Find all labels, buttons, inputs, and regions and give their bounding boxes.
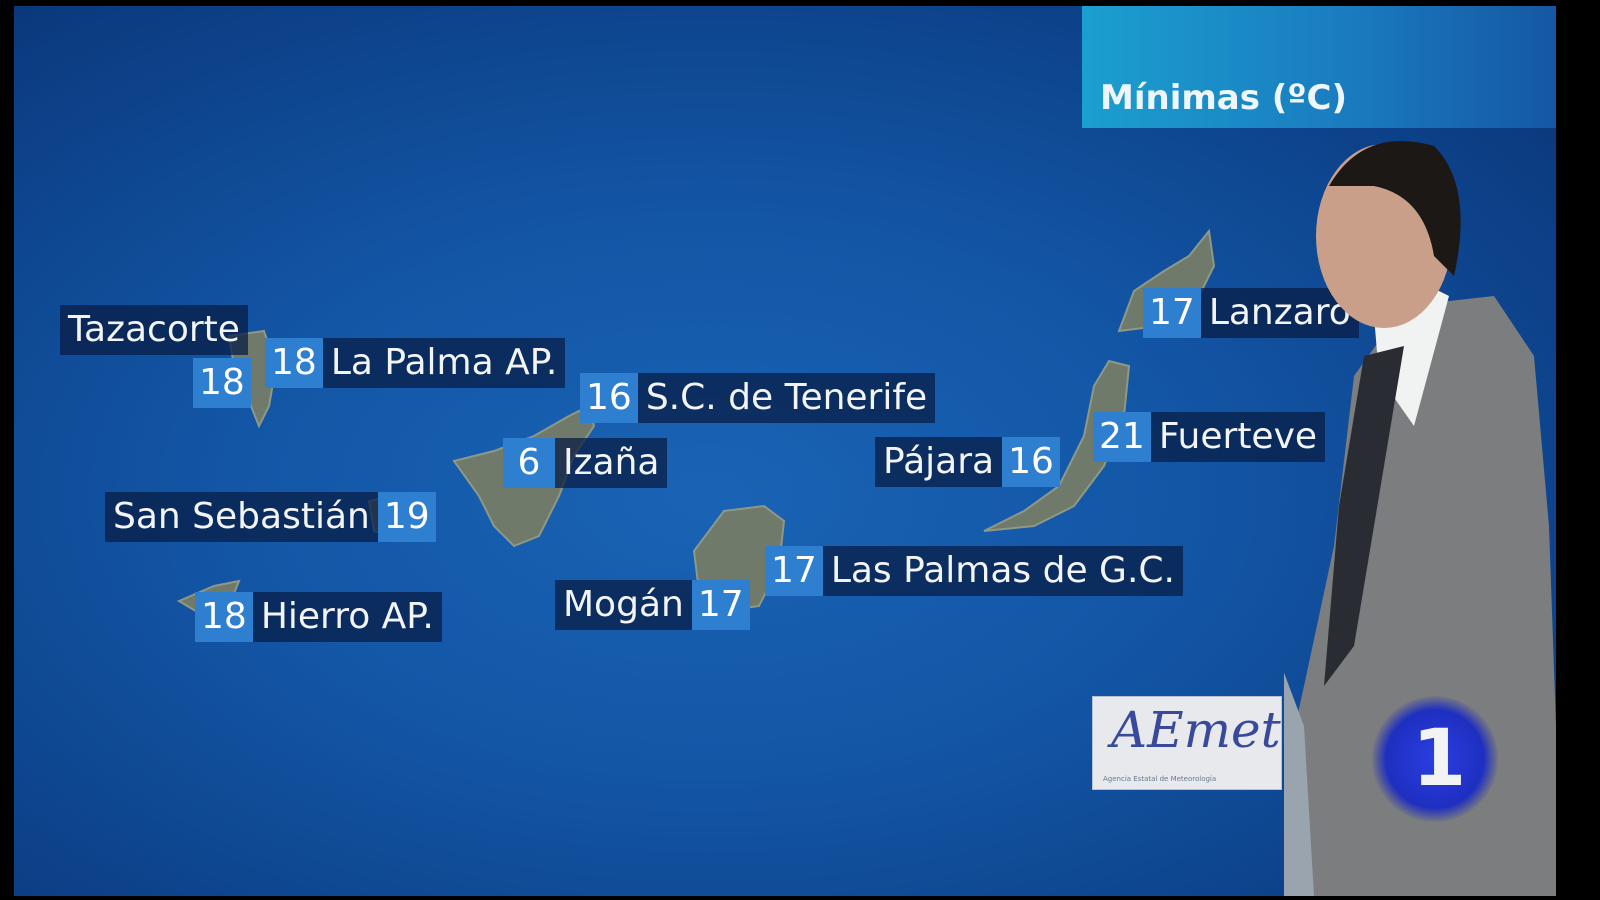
station-label-la-palma-ap: 18 La Palma AP. [265, 338, 566, 388]
channel-number: 1 [1412, 714, 1467, 804]
station-value-tazacorte: 18 [193, 358, 251, 408]
station-name: S.C. de Tenerife [637, 373, 936, 423]
map-title-panel: Mínimas (ºC) [1082, 6, 1556, 128]
station-value: 17 [765, 546, 823, 596]
aemet-logo: AEmet Agencia Estatal de Meteorología [1092, 696, 1282, 790]
station-value: 17 [1143, 288, 1201, 338]
station-label-tazacorte: Tazacorte [60, 305, 248, 355]
station-value: 16 [580, 373, 638, 423]
station-label-sc-tenerife: 16 S.C. de Tenerife [580, 373, 936, 423]
station-name: Pájara [875, 437, 1003, 487]
station-label-mogan: Mogán 17 [555, 580, 750, 630]
station-label-lanzarote: 17 Lanzaro [1143, 288, 1359, 338]
station-name: Hierro AP. [252, 592, 442, 642]
weather-map: Mínimas (ºC) Tazacorte 18 18 La Palma AP.… [14, 6, 1556, 896]
station-name: Mogán [555, 580, 692, 630]
station-value: 18 [195, 592, 253, 642]
station-label-izana: 6 Izaña [503, 438, 668, 488]
station-label-san-sebastian: San Sebastián 19 [105, 492, 436, 542]
station-value: 21 [1093, 412, 1151, 462]
island-fuerteventura [983, 359, 1131, 532]
station-value: 6 [503, 438, 555, 488]
station-name: Las Palmas de G.C. [822, 546, 1183, 596]
station-name: La Palma AP. [322, 338, 566, 388]
station-name: Tazacorte [60, 305, 248, 355]
station-label-las-palmas-gc: 17 Las Palmas de G.C. [765, 546, 1183, 596]
station-name: Lanzaro [1200, 288, 1359, 338]
station-value: 16 [1002, 437, 1060, 487]
station-value: 19 [377, 492, 436, 542]
station-name: San Sebastián [105, 492, 378, 542]
station-value: 18 [265, 338, 323, 388]
channel-logo: 1 [1372, 696, 1498, 822]
aemet-logo-subtitle: Agencia Estatal de Meteorología [1103, 775, 1217, 783]
station-name: Fuerteve [1150, 412, 1326, 462]
station-label-fuerteventura: 21 Fuerteve [1093, 412, 1326, 462]
station-value: 18 [193, 358, 251, 408]
station-label-hierro-ap: 18 Hierro AP. [195, 592, 442, 642]
station-label-pajara: Pájara 16 [875, 437, 1060, 487]
station-name: Izaña [555, 438, 668, 488]
aemet-logo-wordmark: AEmet [1111, 701, 1281, 759]
station-value: 17 [691, 580, 750, 630]
map-title: Mínimas (ºC) [1100, 78, 1347, 118]
